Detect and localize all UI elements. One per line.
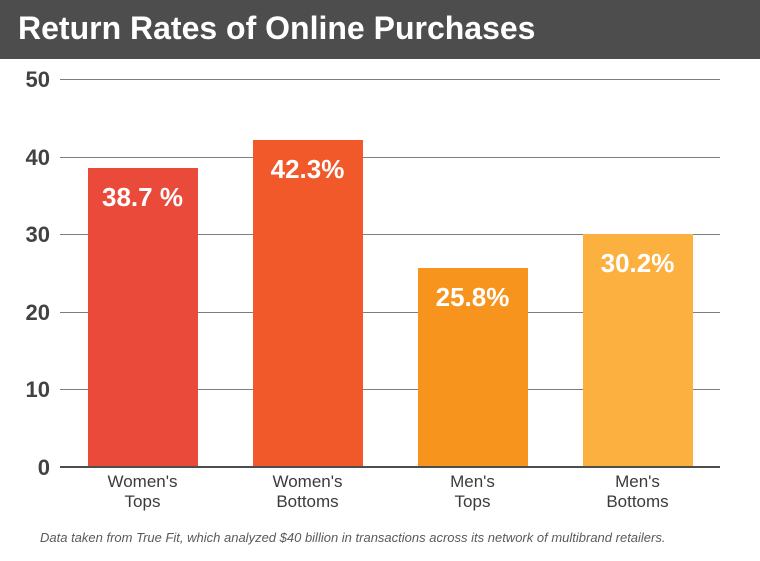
- y-tick-label: 40: [26, 145, 50, 171]
- x-axis-label: Women's Bottoms: [225, 472, 390, 511]
- y-tick-label: 50: [26, 67, 50, 93]
- chart-footnote: Data taken from True Fit, which analyzed…: [40, 530, 740, 545]
- x-axis-label: Men's Bottoms: [555, 472, 720, 511]
- bar: 25.8%: [418, 268, 528, 468]
- bar-slot: 25.8%: [390, 80, 555, 468]
- bar-value-label: 25.8%: [436, 282, 510, 313]
- bar-value-label: 38.7 %: [102, 182, 183, 213]
- x-axis-line: [60, 466, 720, 468]
- bar: 38.7 %: [88, 168, 198, 468]
- x-axis-labels: Women's TopsWomen's BottomsMen's TopsMen…: [60, 472, 720, 511]
- chart-plot-area: 01020304050 38.7 %42.3%25.8%30.2%: [60, 80, 720, 468]
- bar: 30.2%: [583, 234, 693, 468]
- x-axis-label: Women's Tops: [60, 472, 225, 511]
- x-axis-label: Men's Tops: [390, 472, 555, 511]
- y-tick-label: 20: [26, 300, 50, 326]
- bar-slot: 30.2%: [555, 80, 720, 468]
- y-tick-label: 10: [26, 377, 50, 403]
- bar-slot: 38.7 %: [60, 80, 225, 468]
- chart-bars: 38.7 % 42.3% 25.8% 30.2%: [60, 80, 720, 468]
- y-tick-label: 30: [26, 222, 50, 248]
- chart-title: Return Rates of Online Purchases: [0, 0, 760, 59]
- bar-value-label: 30.2%: [601, 248, 675, 279]
- bar-slot: 42.3%: [225, 80, 390, 468]
- bar-value-label: 42.3%: [271, 154, 345, 185]
- bar: 42.3%: [253, 140, 363, 468]
- y-tick-label: 0: [38, 455, 50, 481]
